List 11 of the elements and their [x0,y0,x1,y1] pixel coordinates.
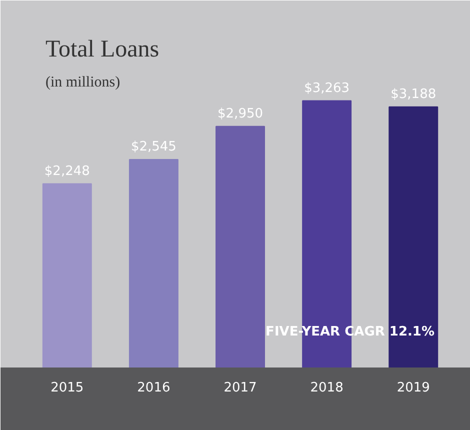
bar [216,126,265,368]
text: (in millions) [46,74,120,90]
x-tick-label: 2017 [224,380,257,396]
bar [388,106,438,368]
x-tick-label: 2015 [50,380,84,396]
bar [42,183,92,368]
bar [128,158,178,368]
x-tick-label: 2016 [137,380,170,396]
x-tick-label: 2018 [310,380,344,396]
text: Total Loans [46,36,160,62]
x-tick-label: 2019 [396,380,430,396]
